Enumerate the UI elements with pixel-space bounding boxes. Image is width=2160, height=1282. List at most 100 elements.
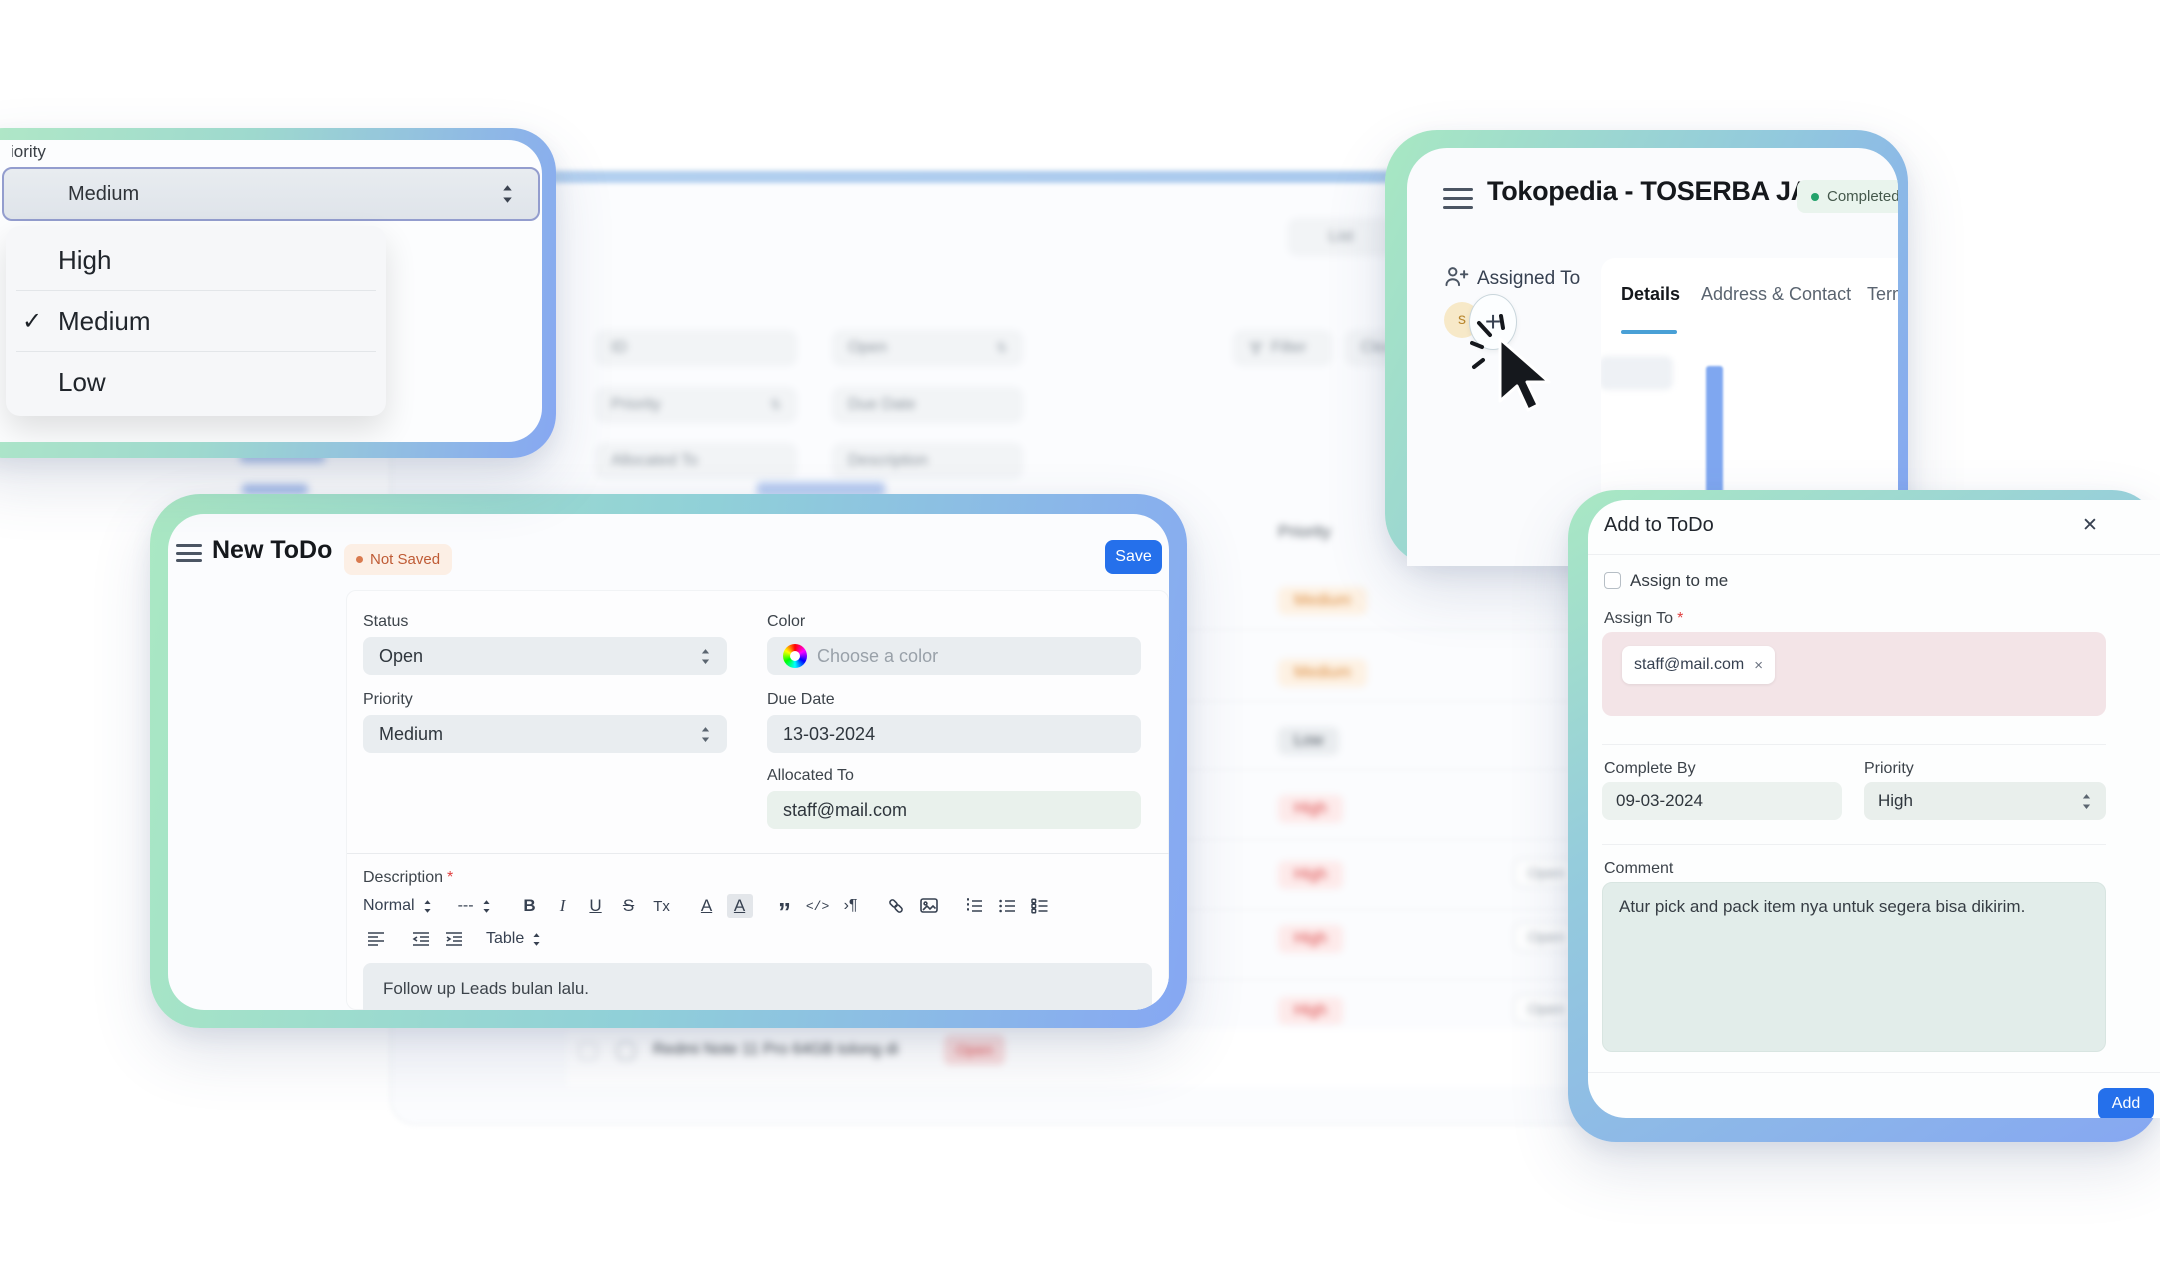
align-icon[interactable] (363, 927, 389, 951)
link-icon[interactable] (883, 894, 909, 918)
clear-format-icon[interactable]: Tx (653, 897, 670, 915)
list-view-button[interactable]: List (1289, 219, 1393, 255)
allocated-to-label: Allocated To (767, 767, 854, 784)
color-label: Color (767, 613, 806, 630)
code-icon[interactable]: </> (805, 898, 830, 914)
paragraph-icon[interactable]: ›¶ (843, 897, 858, 914)
add-todo-panel: Add to ToDo ✕ Assign to me Assign To * st… (1568, 490, 2160, 1142)
strikethrough-icon[interactable]: S (622, 896, 635, 915)
blurred-link (757, 482, 885, 497)
select-chevrons-icon (533, 932, 540, 946)
form-card: Status Open Color Choose a color Priorit… (346, 590, 1169, 1010)
bullet-list-icon[interactable] (994, 894, 1020, 918)
remove-tag-icon[interactable]: × (1754, 656, 1763, 674)
priority-label: Priority (1864, 760, 1914, 777)
due-date-input[interactable]: 13-03-2024 (767, 715, 1141, 753)
status-badge: Open (1514, 923, 1578, 951)
priority-select[interactable]: Medium (363, 715, 727, 753)
color-picker[interactable]: Choose a color (767, 637, 1141, 675)
save-button[interactable]: Save (1105, 540, 1162, 574)
sort-icon: ⇅ (770, 397, 781, 412)
filter-field-priority[interactable]: Priority ⇅ (596, 388, 796, 422)
underline-icon[interactable]: U (589, 896, 602, 915)
green-dot-icon (1811, 192, 1819, 201)
description-editor[interactable]: Follow up Leads bulan lalu. (363, 963, 1152, 1010)
assignee-tag[interactable]: staff@mail.com × (1622, 646, 1775, 684)
filter-field-allocated-to[interactable]: Allocated To (596, 444, 796, 478)
outdent-icon[interactable] (408, 927, 434, 951)
color-placeholder: Choose a color (817, 645, 939, 666)
dialog-title: New ToDo (212, 536, 333, 564)
priority-select[interactable]: Medium (2, 167, 540, 221)
menu-divider (16, 290, 376, 291)
assignee-email: staff@mail.com (1634, 656, 1745, 673)
highlight-icon[interactable]: A (726, 894, 753, 918)
indent-icon[interactable] (441, 927, 467, 951)
divider (1602, 744, 2106, 745)
filter-field-due-date[interactable]: Due Date (833, 388, 1022, 422)
status-select[interactable]: Open (363, 637, 727, 675)
tab-details[interactable]: Details (1621, 284, 1681, 304)
text-color-icon[interactable]: A (700, 896, 713, 915)
status-label: Status (363, 613, 409, 630)
assign-to-multiselect[interactable]: staff@mail.com × (1602, 632, 2106, 716)
description-text: Follow up Leads bulan lalu. (383, 979, 590, 998)
add-button[interactable]: Add (2098, 1088, 2154, 1118)
allocated-to-input[interactable]: staff@mail.com (767, 791, 1141, 829)
assign-user-icon (1445, 267, 1469, 287)
priority-label: Priority (363, 691, 413, 708)
add-assignee-button[interactable]: + (1469, 294, 1517, 350)
tab-terms[interactable]: Terms (1867, 284, 1898, 304)
menu-icon[interactable] (1443, 188, 1473, 209)
row-checkbox[interactable] (579, 1042, 597, 1060)
row-title: Redmi Note 11 Pro 64GB tolong di (653, 1041, 899, 1058)
assign-to-me-label: Assign to me (1630, 571, 1729, 590)
priority-field-label: Priority (12, 142, 46, 161)
status-badge: Open (1514, 859, 1578, 887)
divider (1588, 1072, 2160, 1073)
menu-icon[interactable] (176, 544, 202, 562)
assigned-to-label: Assigned To (1477, 268, 1581, 289)
divider (1602, 844, 2106, 845)
blockquote-icon[interactable]: ” (778, 897, 792, 927)
comment-label: Comment (1604, 860, 1674, 877)
assign-to-me-checkbox[interactable] (1604, 572, 1621, 589)
menu-divider (16, 351, 376, 352)
option-medium[interactable]: ✓ Medium (22, 305, 151, 336)
priority-badge: High (1278, 925, 1343, 953)
paragraph-style-select[interactable]: Normal (363, 897, 432, 915)
bold-icon[interactable]: B (523, 896, 536, 915)
select-chevrons-icon (503, 185, 512, 203)
select-chevrons-icon (701, 726, 710, 742)
select-chevrons-icon (701, 648, 710, 664)
priority-badge: High (1278, 861, 1343, 889)
tab-address-contact[interactable]: Address & Contact (1701, 284, 1852, 304)
image-icon[interactable] (916, 894, 942, 918)
filter-field-status[interactable]: Open ⇅ (833, 331, 1022, 365)
filter-field-id[interactable]: ID (596, 331, 796, 365)
table-insert-select[interactable]: Table (486, 930, 541, 948)
section-divider (347, 853, 1169, 854)
complete-by-input[interactable]: 09-03-2024 (1602, 782, 1842, 820)
priority-badge: High (1278, 997, 1343, 1025)
not-saved-badge: Not Saved (344, 544, 453, 575)
blurred-link (242, 484, 308, 495)
option-high[interactable]: High (58, 244, 112, 275)
option-low[interactable]: Low (58, 366, 106, 397)
checklist-icon[interactable] (1027, 894, 1053, 918)
ordered-list-icon[interactable] (961, 894, 987, 918)
priority-select[interactable]: High (1864, 782, 2106, 820)
description-label: Description * (363, 869, 454, 886)
comment-textarea[interactable]: Atur pick and pack item nya untuk segera… (1602, 882, 2106, 1052)
filter-field-description[interactable]: Description (833, 444, 1022, 478)
filter-field-status-label: Open (848, 339, 888, 356)
divider-insert-select[interactable]: --- (458, 897, 491, 915)
filter-field-description-label: Description (848, 452, 929, 469)
priority-popover: Priority Medium High ✓ Medium Lo (0, 128, 556, 458)
filter-field-id-label: ID (611, 339, 627, 356)
list-view-label: List (1328, 228, 1354, 245)
filter-button[interactable]: Filter (1234, 331, 1331, 365)
close-icon[interactable]: ✕ (2082, 515, 2098, 536)
italic-icon[interactable]: I (559, 896, 566, 915)
